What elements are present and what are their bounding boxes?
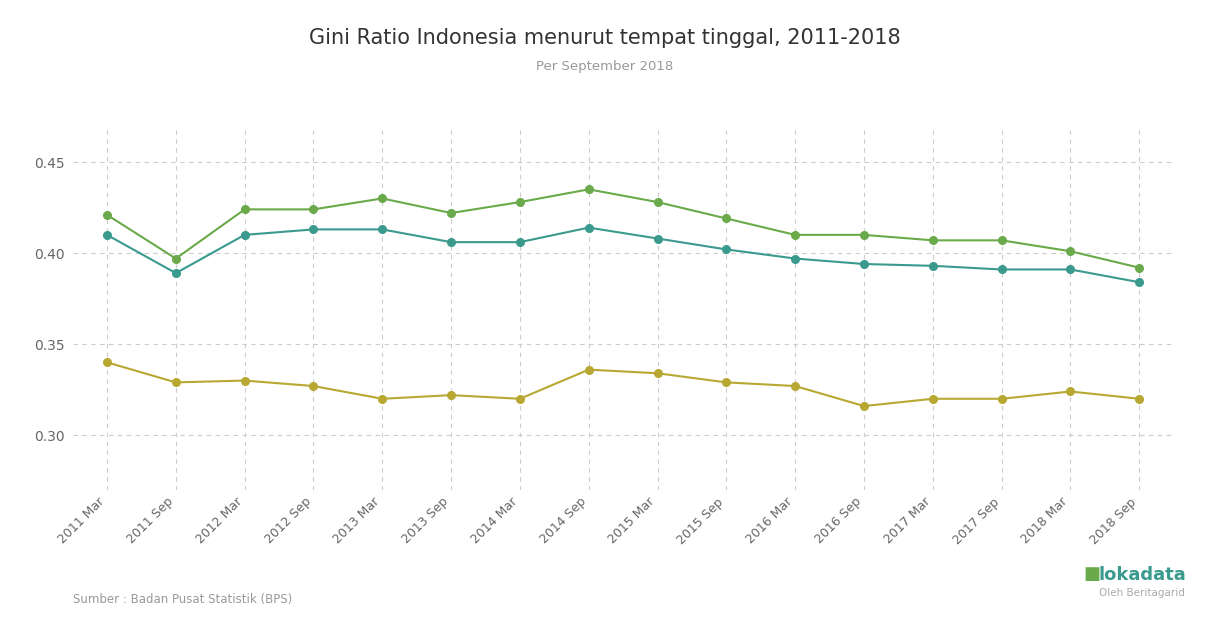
Perkotaan: [1064, 247, 1078, 255]
Perkotaan: [1133, 264, 1147, 271]
Perdesaan dan perkotaan: [582, 224, 597, 231]
Text: lokadata: lokadata: [1099, 566, 1187, 584]
Perdesaan: [1064, 387, 1078, 395]
Perdesaan dan perkotaan: [788, 255, 802, 263]
Perkotaan: [650, 198, 664, 206]
Perdesaan: [857, 403, 871, 410]
Perdesaan: [995, 395, 1009, 403]
Perkotaan: [237, 205, 252, 213]
Perdesaan: [926, 395, 940, 403]
Perdesaan: [650, 369, 664, 377]
Perdesaan: [306, 382, 321, 390]
Perdesaan: [237, 377, 252, 384]
Perdesaan dan perkotaan: [995, 266, 1009, 273]
Perkotaan: [375, 195, 390, 202]
Perdesaan dan perkotaan: [857, 260, 871, 268]
Perdesaan dan perkotaan: [375, 225, 390, 233]
Perkotaan: [582, 186, 597, 193]
Perkotaan: [444, 209, 459, 217]
Perdesaan dan perkotaan: [719, 246, 733, 253]
Perkotaan: [513, 198, 528, 206]
Perdesaan: [582, 366, 597, 374]
Perkotaan: [857, 231, 871, 239]
Perdesaan dan perkotaan: [926, 262, 940, 269]
Perkotaan: [926, 237, 940, 244]
Text: Per September 2018: Per September 2018: [536, 60, 674, 73]
Line: Perdesaan dan perkotaan: Perdesaan dan perkotaan: [103, 224, 1143, 286]
Perdesaan dan perkotaan: [513, 239, 528, 246]
Perkotaan: [306, 205, 321, 213]
Perdesaan dan perkotaan: [1064, 266, 1078, 273]
Perdesaan dan perkotaan: [650, 235, 664, 242]
Text: Sumber : Badan Pusat Statistik (BPS): Sumber : Badan Pusat Statistik (BPS): [73, 593, 292, 606]
Line: Perdesaan: Perdesaan: [103, 359, 1143, 410]
Perdesaan dan perkotaan: [237, 231, 252, 239]
Perkotaan: [995, 237, 1009, 244]
Perdesaan: [375, 395, 390, 403]
Perkotaan: [719, 215, 733, 222]
Text: ■: ■: [1083, 565, 1100, 583]
Perkotaan: [168, 255, 183, 263]
Perdesaan: [99, 359, 114, 366]
Perdesaan dan perkotaan: [99, 231, 114, 239]
Perdesaan: [513, 395, 528, 403]
Perdesaan dan perkotaan: [444, 239, 459, 246]
Line: Perkotaan: Perkotaan: [103, 185, 1143, 271]
Perkotaan: [788, 231, 802, 239]
Perkotaan: [99, 211, 114, 219]
Perdesaan: [168, 379, 183, 386]
Perdesaan: [444, 391, 459, 399]
Text: Oleh Beritagarid: Oleh Beritagarid: [1099, 588, 1185, 598]
Text: Gini Ratio Indonesia menurut tempat tinggal, 2011-2018: Gini Ratio Indonesia menurut tempat ting…: [310, 28, 900, 48]
Perdesaan: [719, 379, 733, 386]
Perdesaan: [1133, 395, 1147, 403]
Perdesaan dan perkotaan: [168, 269, 183, 277]
Perdesaan dan perkotaan: [1133, 278, 1147, 286]
Perdesaan: [788, 382, 802, 390]
Perdesaan dan perkotaan: [306, 225, 321, 233]
